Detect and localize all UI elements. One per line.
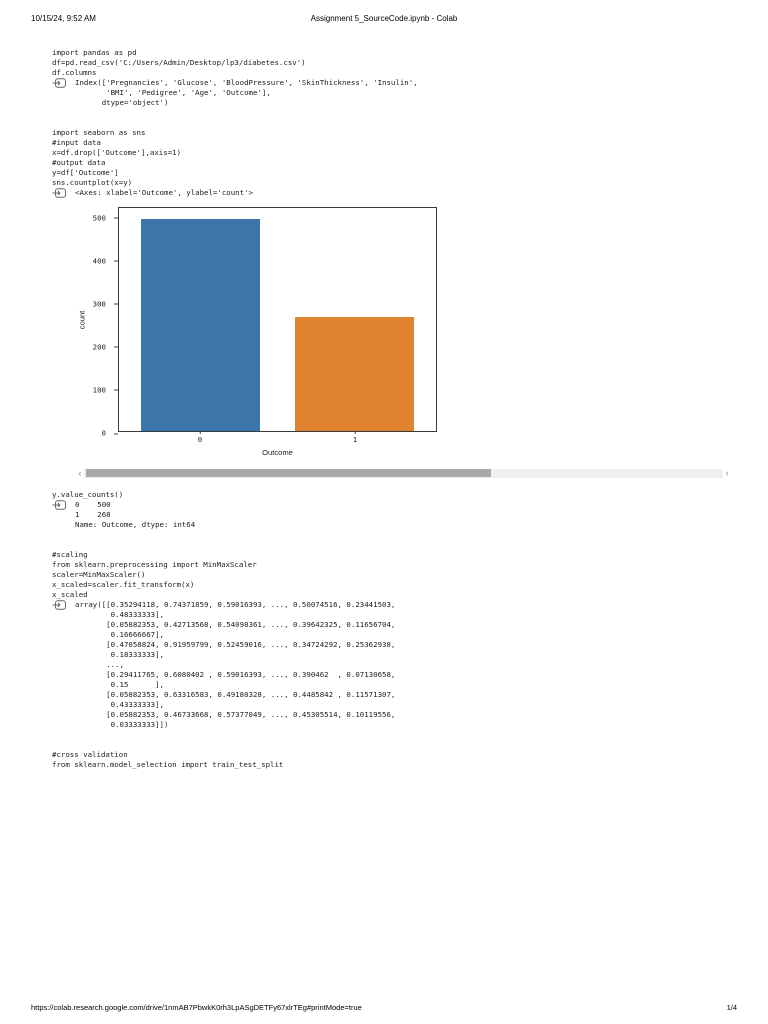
code-cell-countplot: sns.countplot(x=y): [52, 178, 133, 187]
code-cell-input-output-data: #input data x=df.drop(['Outcome'],axis=1…: [52, 138, 182, 177]
print-header: Assignment 5_SourceCode.ipynb - Colab 10…: [31, 14, 737, 23]
code-cell-scaling-import: #scaling from sklearn.preprocessing impo…: [52, 550, 257, 569]
print-date: 10/15/24, 9:52 AM: [31, 14, 96, 23]
bar-outcome-0: [140, 218, 261, 431]
bar-chart-figure: count 0 100 200 300 400 500 0 1 Outcome: [52, 204, 444, 460]
horizontal-scrollbar[interactable]: ‹ ›: [76, 468, 731, 478]
y-tick-label: 500: [92, 213, 119, 223]
output-icon: [52, 78, 66, 88]
x-tick-1: 1: [352, 431, 358, 444]
scrollbar-track[interactable]: [84, 468, 723, 478]
code-cell-import-pandas: import pandas as pd: [52, 48, 137, 57]
code-cell-x-scaled: x_scaled: [52, 590, 88, 599]
output-icon: [52, 188, 66, 198]
code-cell-df-columns: df.columns: [52, 68, 97, 77]
y-tick-label: 200: [92, 342, 119, 352]
code-cell-import-seaborn: import seaborn as sns: [52, 128, 146, 137]
code-cell-read-csv: df=pd.read_csv('C:/Users/Admin/Desktop/l…: [52, 58, 306, 67]
code-cell-scaler-fit: scaler=MinMaxScaler() x_scaled=scaler.fi…: [52, 570, 195, 589]
scroll-right-icon[interactable]: ›: [725, 468, 729, 478]
x-axis-label: Outcome: [262, 448, 293, 457]
x-axis-ticks: 0 1: [118, 431, 437, 445]
print-footer: https://colab.research.google.com/drive/…: [31, 1003, 737, 1012]
scrollbar-thumb[interactable]: [86, 469, 491, 477]
y-tick-label: 100: [92, 385, 119, 395]
output-cell-array: array([[0.35294118, 0.74371859, 0.590163…: [52, 600, 738, 730]
scroll-left-icon[interactable]: ‹: [78, 468, 82, 478]
y-axis-ticks: 0 100 200 300 400 500: [52, 207, 120, 438]
y-tick-label: 0: [101, 428, 120, 438]
output-cell-value-counts: 0 500 1 268 Name: Outcome, dtype: int64: [52, 500, 738, 530]
output-text: Index(['Pregnancies', 'Glucose', 'BloodP…: [75, 78, 418, 107]
output-icon: [52, 500, 66, 510]
y-tick-label: 300: [92, 299, 119, 309]
output-text: 0 500 1 268 Name: Outcome, dtype: int64: [75, 500, 196, 529]
output-text-axes-repr: <Axes: xlabel='Outcome', ylabel='count'>: [75, 188, 253, 197]
footer-page-number: 1/4: [726, 1003, 737, 1012]
output-cell-axes: <Axes: xlabel='Outcome', ylabel='count'>: [52, 188, 738, 198]
output-icon: [52, 600, 66, 610]
output-cell-index: Index(['Pregnancies', 'Glucose', 'BloodP…: [52, 78, 738, 108]
bar-outcome-1: [294, 317, 415, 431]
code-cell-cross-validation: #cross validation from sklearn.model_sel…: [52, 750, 284, 769]
plot-area: [118, 207, 437, 432]
code-cell-value-counts: y.value_counts(): [52, 490, 124, 499]
output-text-array: array([[0.35294118, 0.74371859, 0.590163…: [75, 600, 396, 729]
footer-url: https://colab.research.google.com/drive/…: [31, 1003, 362, 1012]
notebook-content: import pandas as pd df=pd.read_csv('C:/U…: [52, 48, 738, 770]
document-title: Assignment 5_SourceCode.ipynb - Colab: [310, 14, 458, 23]
x-tick-0: 0: [197, 431, 203, 444]
y-tick-label: 400: [92, 256, 119, 266]
